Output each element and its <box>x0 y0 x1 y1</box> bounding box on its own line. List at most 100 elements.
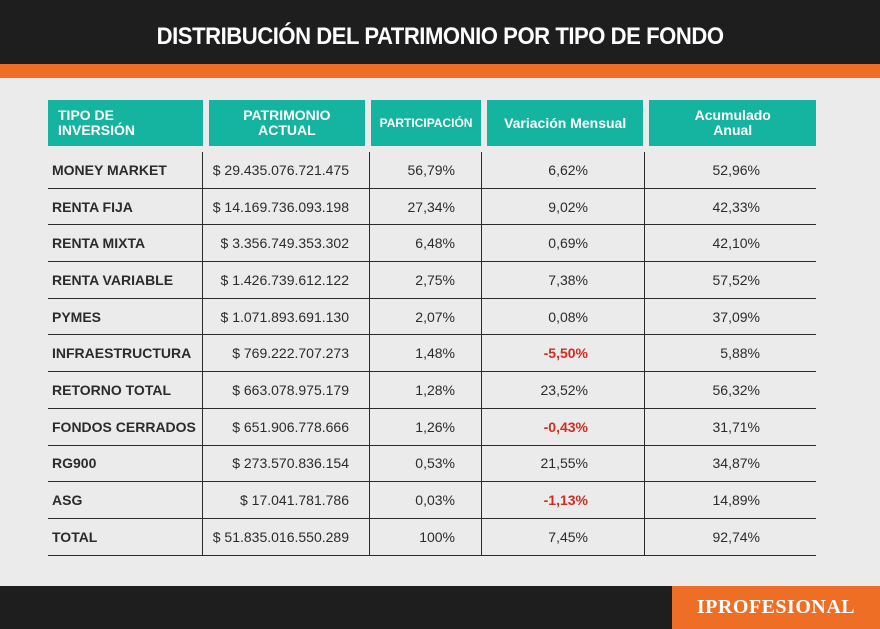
cell-patrimonio-value: $ 29.435.076.721.475 <box>212 161 349 178</box>
cell-acumulado-value: 92,74% <box>712 528 760 545</box>
cell-participacion: 0,03% <box>370 482 482 518</box>
cell-acumulado: 14,89% <box>645 482 816 518</box>
cell-participacion-value: 0,03% <box>415 492 455 509</box>
table-row: RG900 $ 273.570.836.154 0,53% 21,55% 34,87% <box>48 445 816 483</box>
cell-acumulado-value: 34,87% <box>712 455 760 472</box>
table-header: TIPO DE INVERSIÓN PATRIMONIO ACTUAL PART… <box>48 100 816 146</box>
cell-tipo: INFRAESTRUCTURA <box>48 335 203 372</box>
cell-participacion: 2,75% <box>370 262 482 298</box>
cell-acumulado-value: 37,09% <box>712 308 760 325</box>
cell-variacion-value: 9,02% <box>548 198 588 215</box>
cell-variacion: -0,43% <box>482 408 645 445</box>
title-bar: DISTRIBUCIÓN DEL PATRIMONIO POR TIPO DE … <box>0 0 880 64</box>
cell-variacion-value: 7,38% <box>548 271 588 288</box>
cell-variacion: 23,52% <box>482 372 645 408</box>
cell-tipo-value: PYMES <box>52 308 102 325</box>
cell-acumulado-value: 5,88% <box>720 345 760 362</box>
table-row: INFRAESTRUCTURA $ 769.222.707.273 1,48% -5,… <box>48 335 816 373</box>
cell-variacion-value: 23,52% <box>540 381 588 398</box>
cell-tipo: RENTA MIXTA <box>48 225 203 262</box>
cell-variacion-value: 21,55% <box>540 455 588 472</box>
cell-tipo-value: INFRAESTRUCTURA <box>52 345 192 362</box>
cell-variacion-value: 0,08% <box>548 308 588 325</box>
header-acumulado: Acumulado Anual <box>649 100 816 146</box>
cell-tipo-value: RENTA FIJA <box>52 198 133 215</box>
cell-participacion-value: 27,34% <box>407 198 455 215</box>
cell-tipo: PYMES <box>48 298 203 335</box>
cell-variacion: -1,13% <box>482 482 645 518</box>
cell-participacion: 0,53% <box>370 445 482 482</box>
cell-variacion-value: 6,62% <box>548 161 588 178</box>
cell-acumulado: 42,33% <box>645 189 816 225</box>
cell-tipo-value: RENTA MIXTA <box>52 235 146 252</box>
cell-tipo-value: MONEY MARKET <box>52 161 167 178</box>
cell-participacion: 56,79% <box>370 152 482 188</box>
cell-acumulado: 31,71% <box>645 409 816 445</box>
cell-patrimonio: $ 651.906.778.666 <box>203 408 370 445</box>
cell-patrimonio-value: $ 51.835.016.550.289 <box>212 528 349 545</box>
cell-acumulado: 92,74% <box>645 519 816 555</box>
cell-participacion-value: 2,75% <box>415 271 455 288</box>
cell-participacion: 1,26% <box>370 408 482 445</box>
cell-variacion-value: -5,50% <box>543 345 588 362</box>
cell-patrimonio: $ 51.835.016.550.289 <box>203 518 370 555</box>
cell-variacion: 7,45% <box>482 518 645 555</box>
cell-patrimonio: $ 3.356.749.353.302 <box>203 225 370 262</box>
table-row: RENTA VARIABLE $ 1.426.739.612.122 2,75% 7,… <box>48 262 816 299</box>
cell-participacion-value: 56,79% <box>407 161 455 178</box>
cell-tipo-value: RENTA VARIABLE <box>52 271 174 288</box>
cell-variacion-value: 0,69% <box>548 235 588 252</box>
cell-tipo: RENTA FIJA <box>48 188 203 225</box>
cell-participacion: 2,07% <box>370 298 482 335</box>
header-patrimonio: PATRIMONIO ACTUAL <box>208 100 366 146</box>
cell-patrimonio-value: $ 651.906.778.666 <box>232 418 349 435</box>
cell-participacion-value: 100% <box>419 528 455 545</box>
cell-acumulado-value: 57,52% <box>712 271 760 288</box>
cell-patrimonio: $ 14.169.736.093.198 <box>203 188 370 225</box>
cell-tipo-value: RETORNO TOTAL <box>52 381 171 398</box>
cell-participacion-value: 1,26% <box>415 418 455 435</box>
table-row: RETORNO TOTAL $ 663.078.975.179 1,28% 23,52… <box>48 372 816 409</box>
cell-patrimonio-value: $ 1.071.893.691.130 <box>220 308 349 325</box>
cell-participacion-value: 2,07% <box>415 308 455 325</box>
cell-patrimonio-value: $ 14.169.736.093.198 <box>212 198 349 215</box>
cell-variacion: 21,55% <box>482 445 645 482</box>
fund-table: TIPO DE INVERSIÓN PATRIMONIO ACTUAL PART… <box>48 100 816 556</box>
cell-acumulado-value: 52,96% <box>712 161 760 178</box>
header-tipo: TIPO DE INVERSIÓN <box>48 100 203 146</box>
table-row: RENTA FIJA $ 14.169.736.093.198 27,34% 9,02… <box>48 188 816 226</box>
cell-participacion: 100% <box>370 518 482 555</box>
cell-participacion: 1,28% <box>370 372 482 408</box>
table-row: FONDOS CERRADOS $ 651.906.778.666 1,26% -0,… <box>48 408 816 446</box>
cell-participacion-value: 1,28% <box>415 381 455 398</box>
cell-variacion-value: -1,13% <box>543 492 588 509</box>
cell-tipo: MONEY MARKET <box>48 152 203 188</box>
cell-patrimonio: $ 769.222.707.273 <box>203 335 370 372</box>
cell-patrimonio: $ 1.426.739.612.122 <box>203 262 370 298</box>
cell-acumulado-value: 14,89% <box>712 492 760 509</box>
cell-participacion: 1,48% <box>370 335 482 372</box>
header-variacion: Variación Mensual <box>486 100 644 146</box>
cell-participacion-value: 0,53% <box>415 455 455 472</box>
cell-participacion-value: 1,48% <box>415 345 455 362</box>
table-row: MONEY MARKET $ 29.435.076.721.475 56,79% 6,… <box>48 152 816 189</box>
cell-patrimonio-value: $ 17.041.781.786 <box>240 492 349 509</box>
cell-acumulado: 56,32% <box>645 372 816 408</box>
cell-patrimonio: $ 663.078.975.179 <box>203 372 370 408</box>
cell-acumulado-value: 56,32% <box>712 381 760 398</box>
cell-variacion: 0,69% <box>482 225 645 262</box>
cell-tipo: ASG <box>48 482 203 518</box>
cell-tipo-value: TOTAL <box>52 528 98 545</box>
cell-tipo-value: RG900 <box>52 455 97 472</box>
cell-participacion-value: 6,48% <box>415 235 455 252</box>
cell-acumulado-value: 42,33% <box>712 198 760 215</box>
cell-tipo: RENTA VARIABLE <box>48 262 203 298</box>
cell-patrimonio-value: $ 3.356.749.353.302 <box>220 235 349 252</box>
cell-tipo: RETORNO TOTAL <box>48 372 203 408</box>
cell-patrimonio: $ 17.041.781.786 <box>203 482 370 518</box>
cell-tipo-value: FONDOS CERRADOS <box>52 418 196 435</box>
logo-text: IPROFESIONAL <box>696 596 856 618</box>
cell-acumulado: 37,09% <box>645 299 816 335</box>
cell-acumulado-value: 31,71% <box>712 418 760 435</box>
cell-patrimonio-value: $ 1.426.739.612.122 <box>220 271 349 288</box>
